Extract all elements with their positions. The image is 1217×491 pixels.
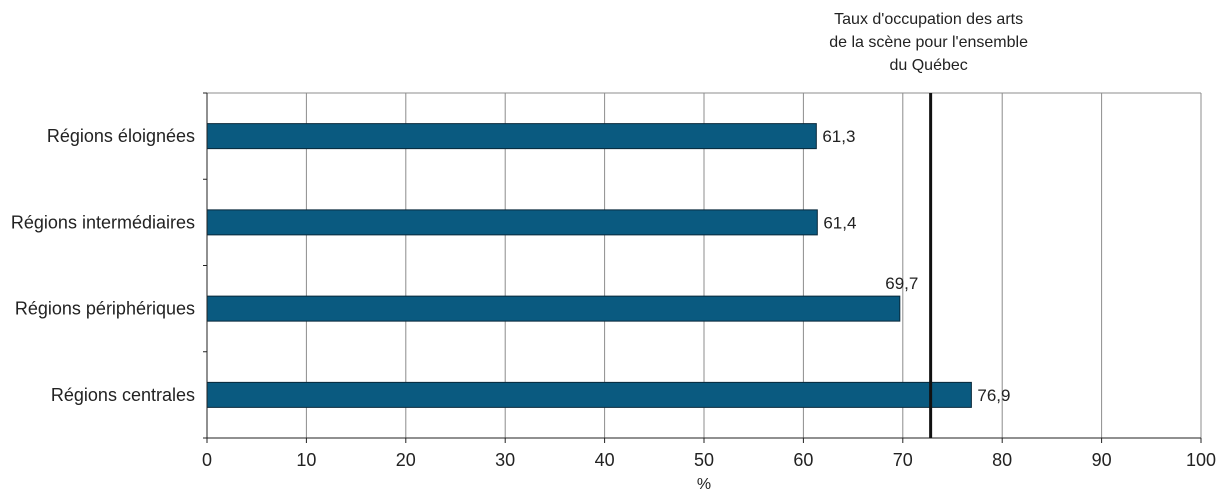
bar (206, 295, 901, 322)
x-tick-label: 100 (1186, 450, 1216, 470)
x-tick-label: 80 (992, 450, 1012, 470)
x-axis-title: % (697, 476, 711, 491)
value-label: 61,4 (823, 213, 856, 232)
x-tick-label: 20 (396, 450, 416, 470)
x-tick-label: 10 (296, 450, 316, 470)
reference-line-label: du Québec (889, 57, 967, 74)
x-tick-label: 50 (694, 450, 714, 470)
x-tick-label: 30 (495, 450, 515, 470)
value-labels: 61,3 61,4 69,7 76,9 (822, 127, 1010, 405)
x-tick-label: 40 (595, 450, 615, 470)
value-label: 61,3 (822, 127, 855, 146)
category-label: Régions éloignées (47, 126, 195, 146)
category-label: Régions périphériques (15, 299, 195, 319)
reference-line-group: Taux d'occupation des arts de la scène po… (829, 11, 1028, 438)
value-label: 76,9 (977, 386, 1010, 405)
bar (206, 209, 818, 236)
axes (203, 92, 1202, 443)
gridlines (207, 92, 1202, 438)
bar (206, 123, 817, 150)
reference-line-label: Taux d'occupation des arts (834, 11, 1023, 28)
value-label: 69,7 (885, 274, 918, 293)
bar (206, 381, 972, 408)
x-tick-labels: 0 10 20 30 40 50 60 70 80 90 100 (202, 450, 1216, 470)
category-label: Régions centrales (51, 385, 195, 405)
category-label: Régions intermédiaires (11, 212, 195, 232)
reference-line-label: de la scène pour l'ensemble (829, 34, 1028, 51)
x-tick-label: 70 (893, 450, 913, 470)
x-tick-label: 60 (793, 450, 813, 470)
x-tick-label: 90 (1092, 450, 1112, 470)
bars (206, 123, 972, 408)
category-labels: Régions éloignées Régions intermédiaires R… (11, 126, 195, 405)
x-tick-label: 0 (202, 450, 212, 470)
